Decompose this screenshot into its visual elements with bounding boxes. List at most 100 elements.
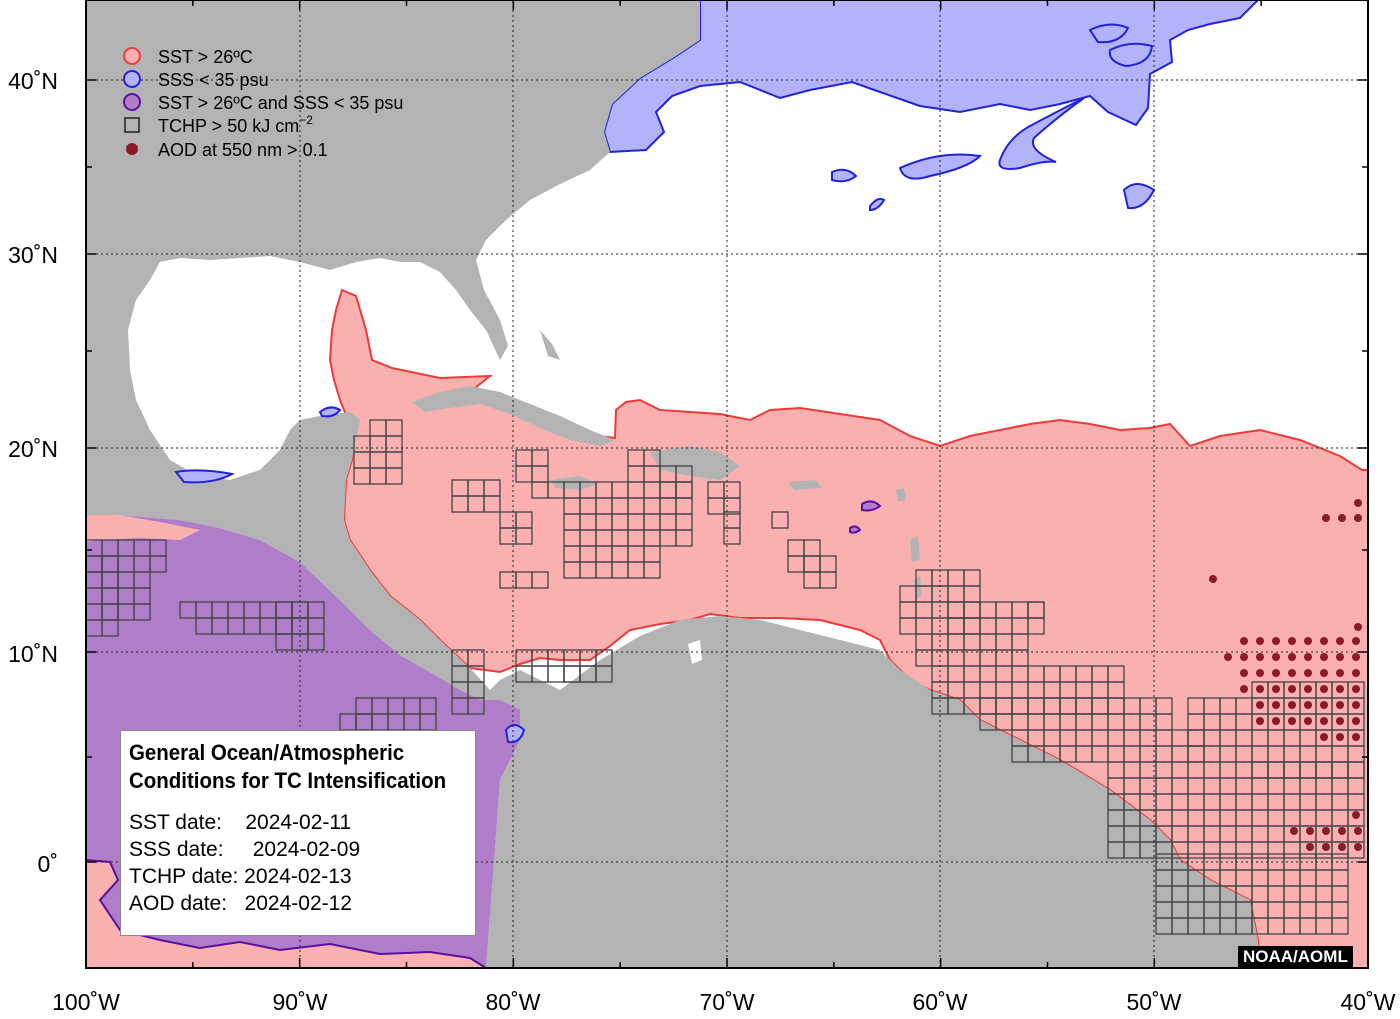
aod-dot: [1352, 733, 1360, 741]
aod-dot: [1240, 685, 1248, 693]
legend-tchp-label: TCHP > 50 kJ cm−2: [158, 113, 313, 136]
tchp-cell: [1347, 841, 1365, 859]
credit-badge: NOAA/AOML: [1238, 946, 1353, 968]
aod-dot: [1320, 653, 1328, 661]
land-cuba: [412, 386, 615, 446]
aod-dot: [1272, 653, 1280, 661]
land-north-america: [86, 0, 700, 720]
tchp-cell: [1235, 745, 1253, 763]
sss-blob-pacific-coast: [504, 724, 526, 744]
aod-dot: [1304, 685, 1312, 693]
aod-dot: [1354, 514, 1362, 522]
aod-dot: [1352, 669, 1360, 677]
aod-dot: [1304, 669, 1312, 677]
aod-dot: [1338, 514, 1346, 522]
aod-dot: [1322, 514, 1330, 522]
y-tick-label: 0˚: [38, 851, 58, 877]
tchp-cell: [819, 571, 837, 589]
aod-dot: [1338, 827, 1346, 835]
aod-dot: [1256, 685, 1264, 693]
x-tick-label: 70˚W: [700, 989, 755, 1015]
aod-dot: [1322, 827, 1330, 835]
sss-tongue: [998, 97, 1085, 170]
land-hispaniola: [650, 446, 740, 480]
aod-dot: [1352, 653, 1360, 661]
aod-dot: [1256, 701, 1264, 709]
aod-dot: [1240, 653, 1248, 661]
aod-dot: [1352, 701, 1360, 709]
aod-dot: [1272, 717, 1280, 725]
aod-dot: [1352, 717, 1360, 725]
x-tick-label: 40˚W: [1341, 989, 1396, 1015]
tchp-cell: [1331, 917, 1349, 935]
aod-dot: [1320, 669, 1328, 677]
aod-dot: [1338, 843, 1346, 851]
sss-blob-5: [1108, 42, 1154, 68]
aod-dot: [1320, 733, 1328, 741]
legend-aod-label: AOD at 550 nm > 0.1: [158, 140, 328, 160]
sst-date-row: SST date: 2024-02-11: [129, 811, 352, 834]
aod-dot: [1322, 843, 1330, 851]
aod-dot: [1354, 623, 1362, 631]
land-florida-keys: [540, 330, 560, 360]
aod-dot: [1352, 637, 1360, 645]
x-tick-label: 80˚W: [486, 989, 541, 1015]
aod-dot: [1320, 701, 1328, 709]
aod-dot: [1304, 717, 1312, 725]
y-axis-labels: 40˚N 30˚N 20˚N 10˚N 0˚: [8, 68, 58, 877]
legend-tchp-superscript: −2: [299, 113, 313, 127]
both-blob-2: [849, 525, 862, 534]
aod-dot: [1352, 811, 1360, 819]
tchp-cell: [483, 495, 501, 513]
legend-sss-marker: [123, 70, 141, 88]
legend-both-label: SST > 26ºC and SSS < 35 psu: [158, 93, 403, 113]
tchp-cell: [531, 571, 549, 589]
aod-dot: [1288, 669, 1296, 677]
sss-blob-gulf-south: [318, 406, 342, 418]
aod-dot: [1288, 653, 1296, 661]
legend-aod-marker: [126, 143, 138, 155]
info-title-line1: General Ocean/Atmospheric: [129, 740, 405, 765]
tchp-cell: [307, 633, 325, 651]
land-jamaica: [550, 476, 598, 490]
aod-dot: [1352, 685, 1360, 693]
sss-date-row: SSS date: 2024-02-09: [129, 838, 361, 861]
aod-dot: [1336, 685, 1344, 693]
aod-dot: [1354, 499, 1362, 507]
tchp-cell: [133, 603, 151, 621]
aod-dot: [1304, 653, 1312, 661]
x-tick-label: 100˚W: [52, 989, 120, 1015]
land-lesser-antilles: [896, 488, 922, 598]
aod-dots: [1209, 499, 1362, 851]
aod-dot: [1256, 717, 1264, 725]
land-puerto-rico: [788, 480, 822, 490]
aod-dot: [1288, 717, 1296, 725]
aod-dot: [1256, 669, 1264, 677]
land-margarita: [688, 640, 702, 664]
aod-dot: [1240, 637, 1248, 645]
aod-dot: [1336, 701, 1344, 709]
land-south-america: [486, 616, 1260, 968]
y-tick-label: 30˚N: [8, 242, 58, 268]
aod-dot: [1336, 717, 1344, 725]
graticule: [86, 0, 1368, 968]
aod-dot: [1288, 685, 1296, 693]
tchp-cell: [467, 697, 485, 715]
sss-blob-6: [1088, 23, 1130, 44]
tchp-cell: [1027, 601, 1045, 619]
tchp-cell: [723, 527, 741, 545]
tchp-cell: [385, 467, 403, 485]
aod-dot: [1272, 685, 1280, 693]
info-title-line2: Conditions for TC Intensification: [129, 768, 447, 793]
tchp-cell: [675, 481, 693, 499]
aod-dot: [1256, 653, 1264, 661]
axis-ticks: [85, 0, 1369, 968]
x-tick-label: 60˚W: [913, 989, 968, 1015]
aod-dot: [1354, 827, 1362, 835]
pacific-sst-patch-north: [86, 515, 200, 542]
y-tick-label: 40˚N: [8, 68, 58, 94]
tchp-date-row: TCHP date: 2024-02-13: [129, 865, 352, 888]
aod-dot: [1288, 637, 1296, 645]
tchp-cell: [515, 527, 533, 545]
aod-dot: [1320, 685, 1328, 693]
